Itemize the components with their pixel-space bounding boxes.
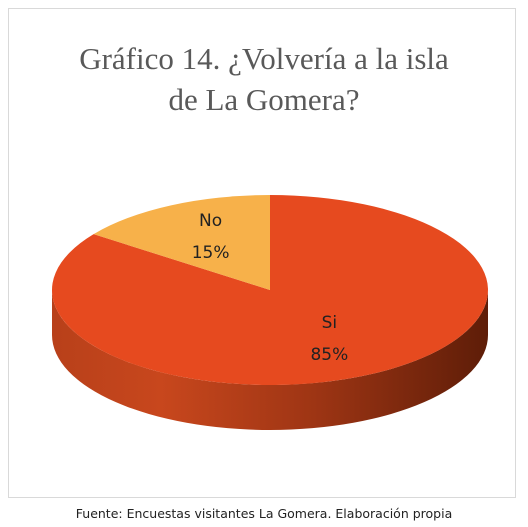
slice-category-label: No	[199, 211, 222, 231]
slice-value-label: 15%	[192, 243, 230, 263]
pie-slice	[51, 195, 488, 385]
pie-side	[52, 290, 488, 430]
chart-title: Gráfico 14. ¿Volvería a la isla de La Go…	[79, 41, 449, 117]
source-note: Fuente: Encuestas visitantes La Gomera. …	[75, 506, 453, 521]
slice-value-label: 85%	[310, 345, 348, 365]
chart-frame	[8, 8, 516, 498]
slice-category-label: Si	[322, 313, 338, 333]
pie-slice	[93, 195, 270, 290]
